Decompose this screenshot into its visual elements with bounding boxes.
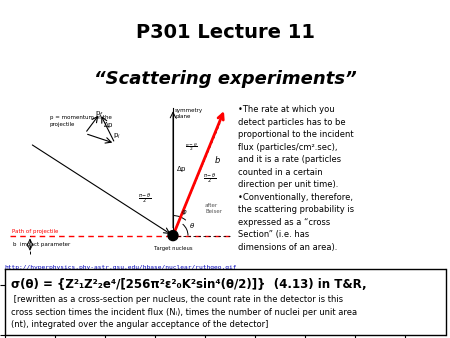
Text: $\Delta$p: $\Delta$p <box>176 164 187 173</box>
Text: Target nucleus: Target nucleus <box>154 246 192 250</box>
Text: $\theta$: $\theta$ <box>189 221 195 230</box>
Text: P301 Lecture 11: P301 Lecture 11 <box>135 23 315 42</box>
Text: “Scattering experiments”: “Scattering experiments” <box>94 70 356 88</box>
Text: Path of projectile: Path of projectile <box>12 228 58 234</box>
Text: http://hyperphysics.phy-astr.gsu.edu/hbase/nuclear/ruthgeo.gif: http://hyperphysics.phy-astr.gsu.edu/hba… <box>4 265 237 270</box>
Text: $\frac{\pi-\theta}{2}$: $\frac{\pi-\theta}{2}$ <box>185 141 198 153</box>
Text: •The rate at which you
detect particles has to be
proportional to the incident
f: •The rate at which you detect particles … <box>238 105 354 252</box>
Text: b  impact parameter: b impact parameter <box>13 242 70 247</box>
Text: $\varphi$: $\varphi$ <box>181 208 188 217</box>
Text: p$_i$: p$_i$ <box>113 131 121 141</box>
Text: b: b <box>215 156 220 166</box>
Text: [rewritten as a cross-section per nucleus, the count rate in the detector is thi: [rewritten as a cross-section per nucleu… <box>10 295 357 329</box>
Circle shape <box>168 231 178 241</box>
Text: symmetry
plane: symmetry plane <box>175 108 203 119</box>
Text: $\Delta$p: $\Delta$p <box>103 120 114 130</box>
Text: σ(θ) = {Z²₁Z²₂e⁴/[256π²ε²₀K²sin⁴(θ/2)]}  (4.13) in T&R,: σ(θ) = {Z²₁Z²₂e⁴/[256π²ε²₀K²sin⁴(θ/2)]} … <box>10 278 366 291</box>
Text: $\frac{\pi-\theta}{2}$: $\frac{\pi-\theta}{2}$ <box>138 192 152 206</box>
Text: p$_f$: p$_f$ <box>95 110 104 119</box>
Text: p = momentum of the
projectile: p = momentum of the projectile <box>50 115 112 127</box>
Text: after
Beiser: after Beiser <box>205 203 222 214</box>
Text: $\frac{\pi-\theta}{2}$: $\frac{\pi-\theta}{2}$ <box>203 172 217 186</box>
